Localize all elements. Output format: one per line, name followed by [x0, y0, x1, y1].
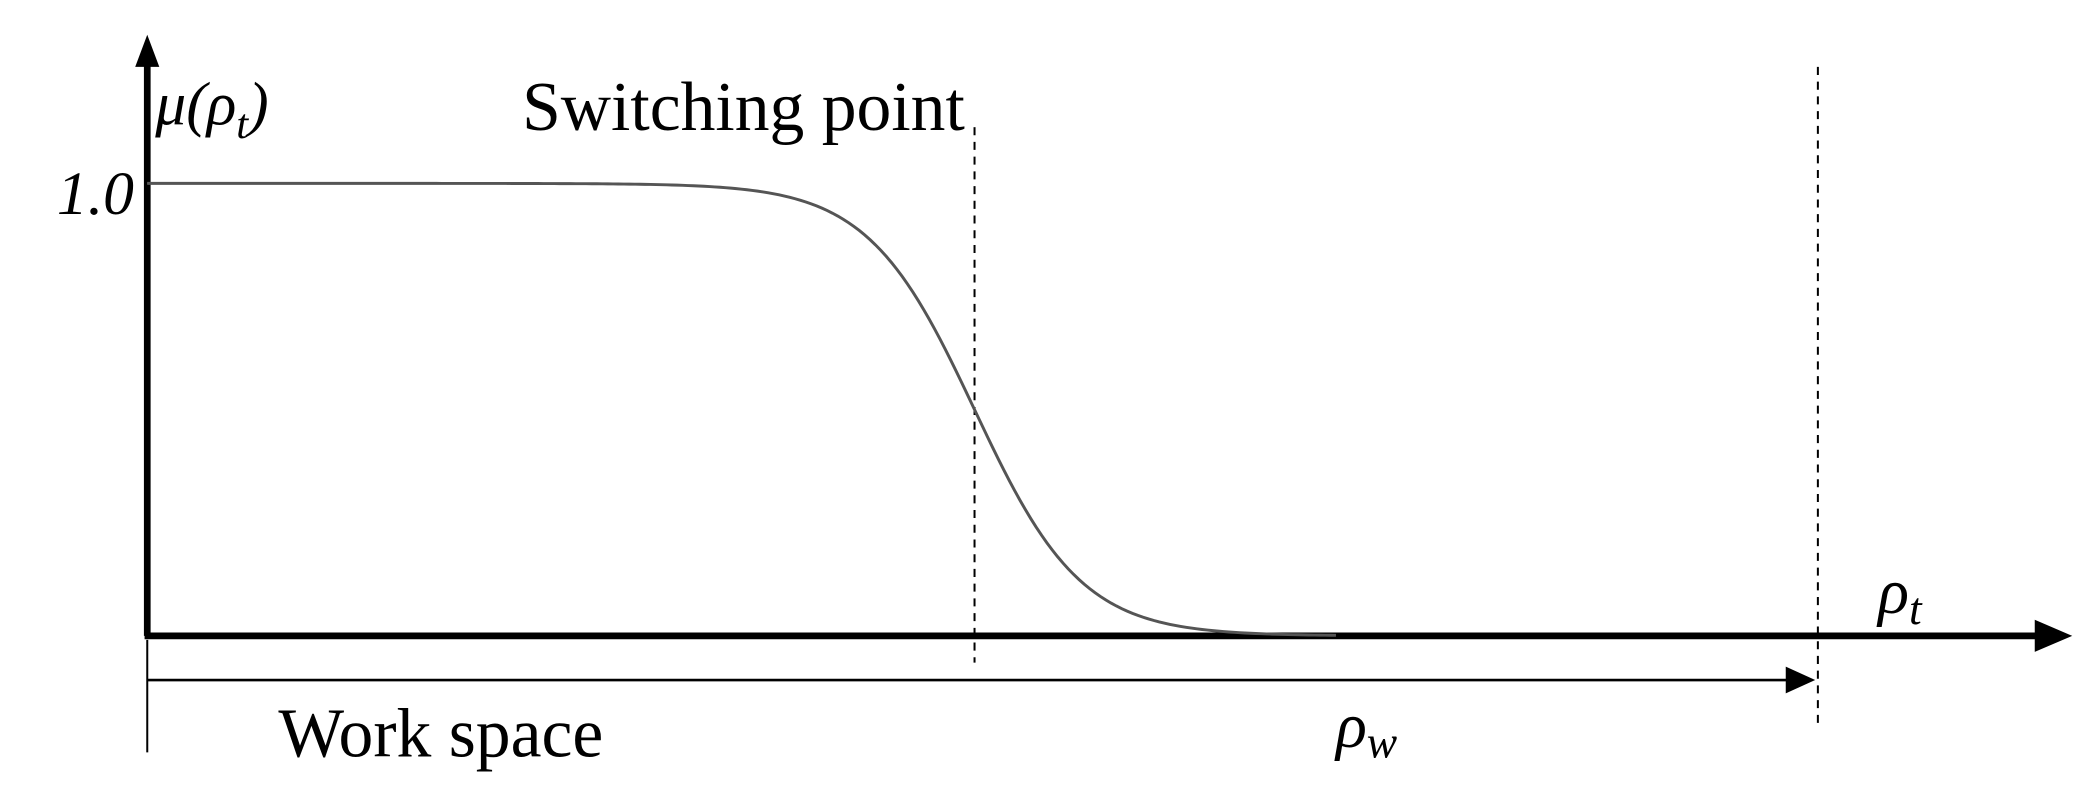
label-main: μ(ρ — [154, 70, 236, 138]
label-main: ρ — [1876, 556, 1909, 627]
y-axis-label: μ(ρt) — [154, 70, 268, 147]
y-tick-label: 1.0 — [57, 160, 134, 228]
sigmoid-curve — [147, 181, 1336, 637]
label-main: ρ — [1334, 690, 1367, 761]
x-axis-arrow — [2034, 619, 2073, 652]
label-sub: t — [236, 101, 249, 148]
label-close: ) — [245, 70, 269, 138]
label-sub: w — [1367, 717, 1398, 768]
label-sub: t — [1909, 583, 1923, 634]
work-space-label: Work space — [278, 695, 603, 772]
x-axis-label: ρt — [1876, 556, 1923, 634]
workspace-limit-label: ρw — [1334, 690, 1398, 768]
workspace-arrow — [1785, 666, 1816, 694]
switching-label: Switching point — [522, 69, 965, 146]
y-axis-arrow — [135, 34, 160, 67]
